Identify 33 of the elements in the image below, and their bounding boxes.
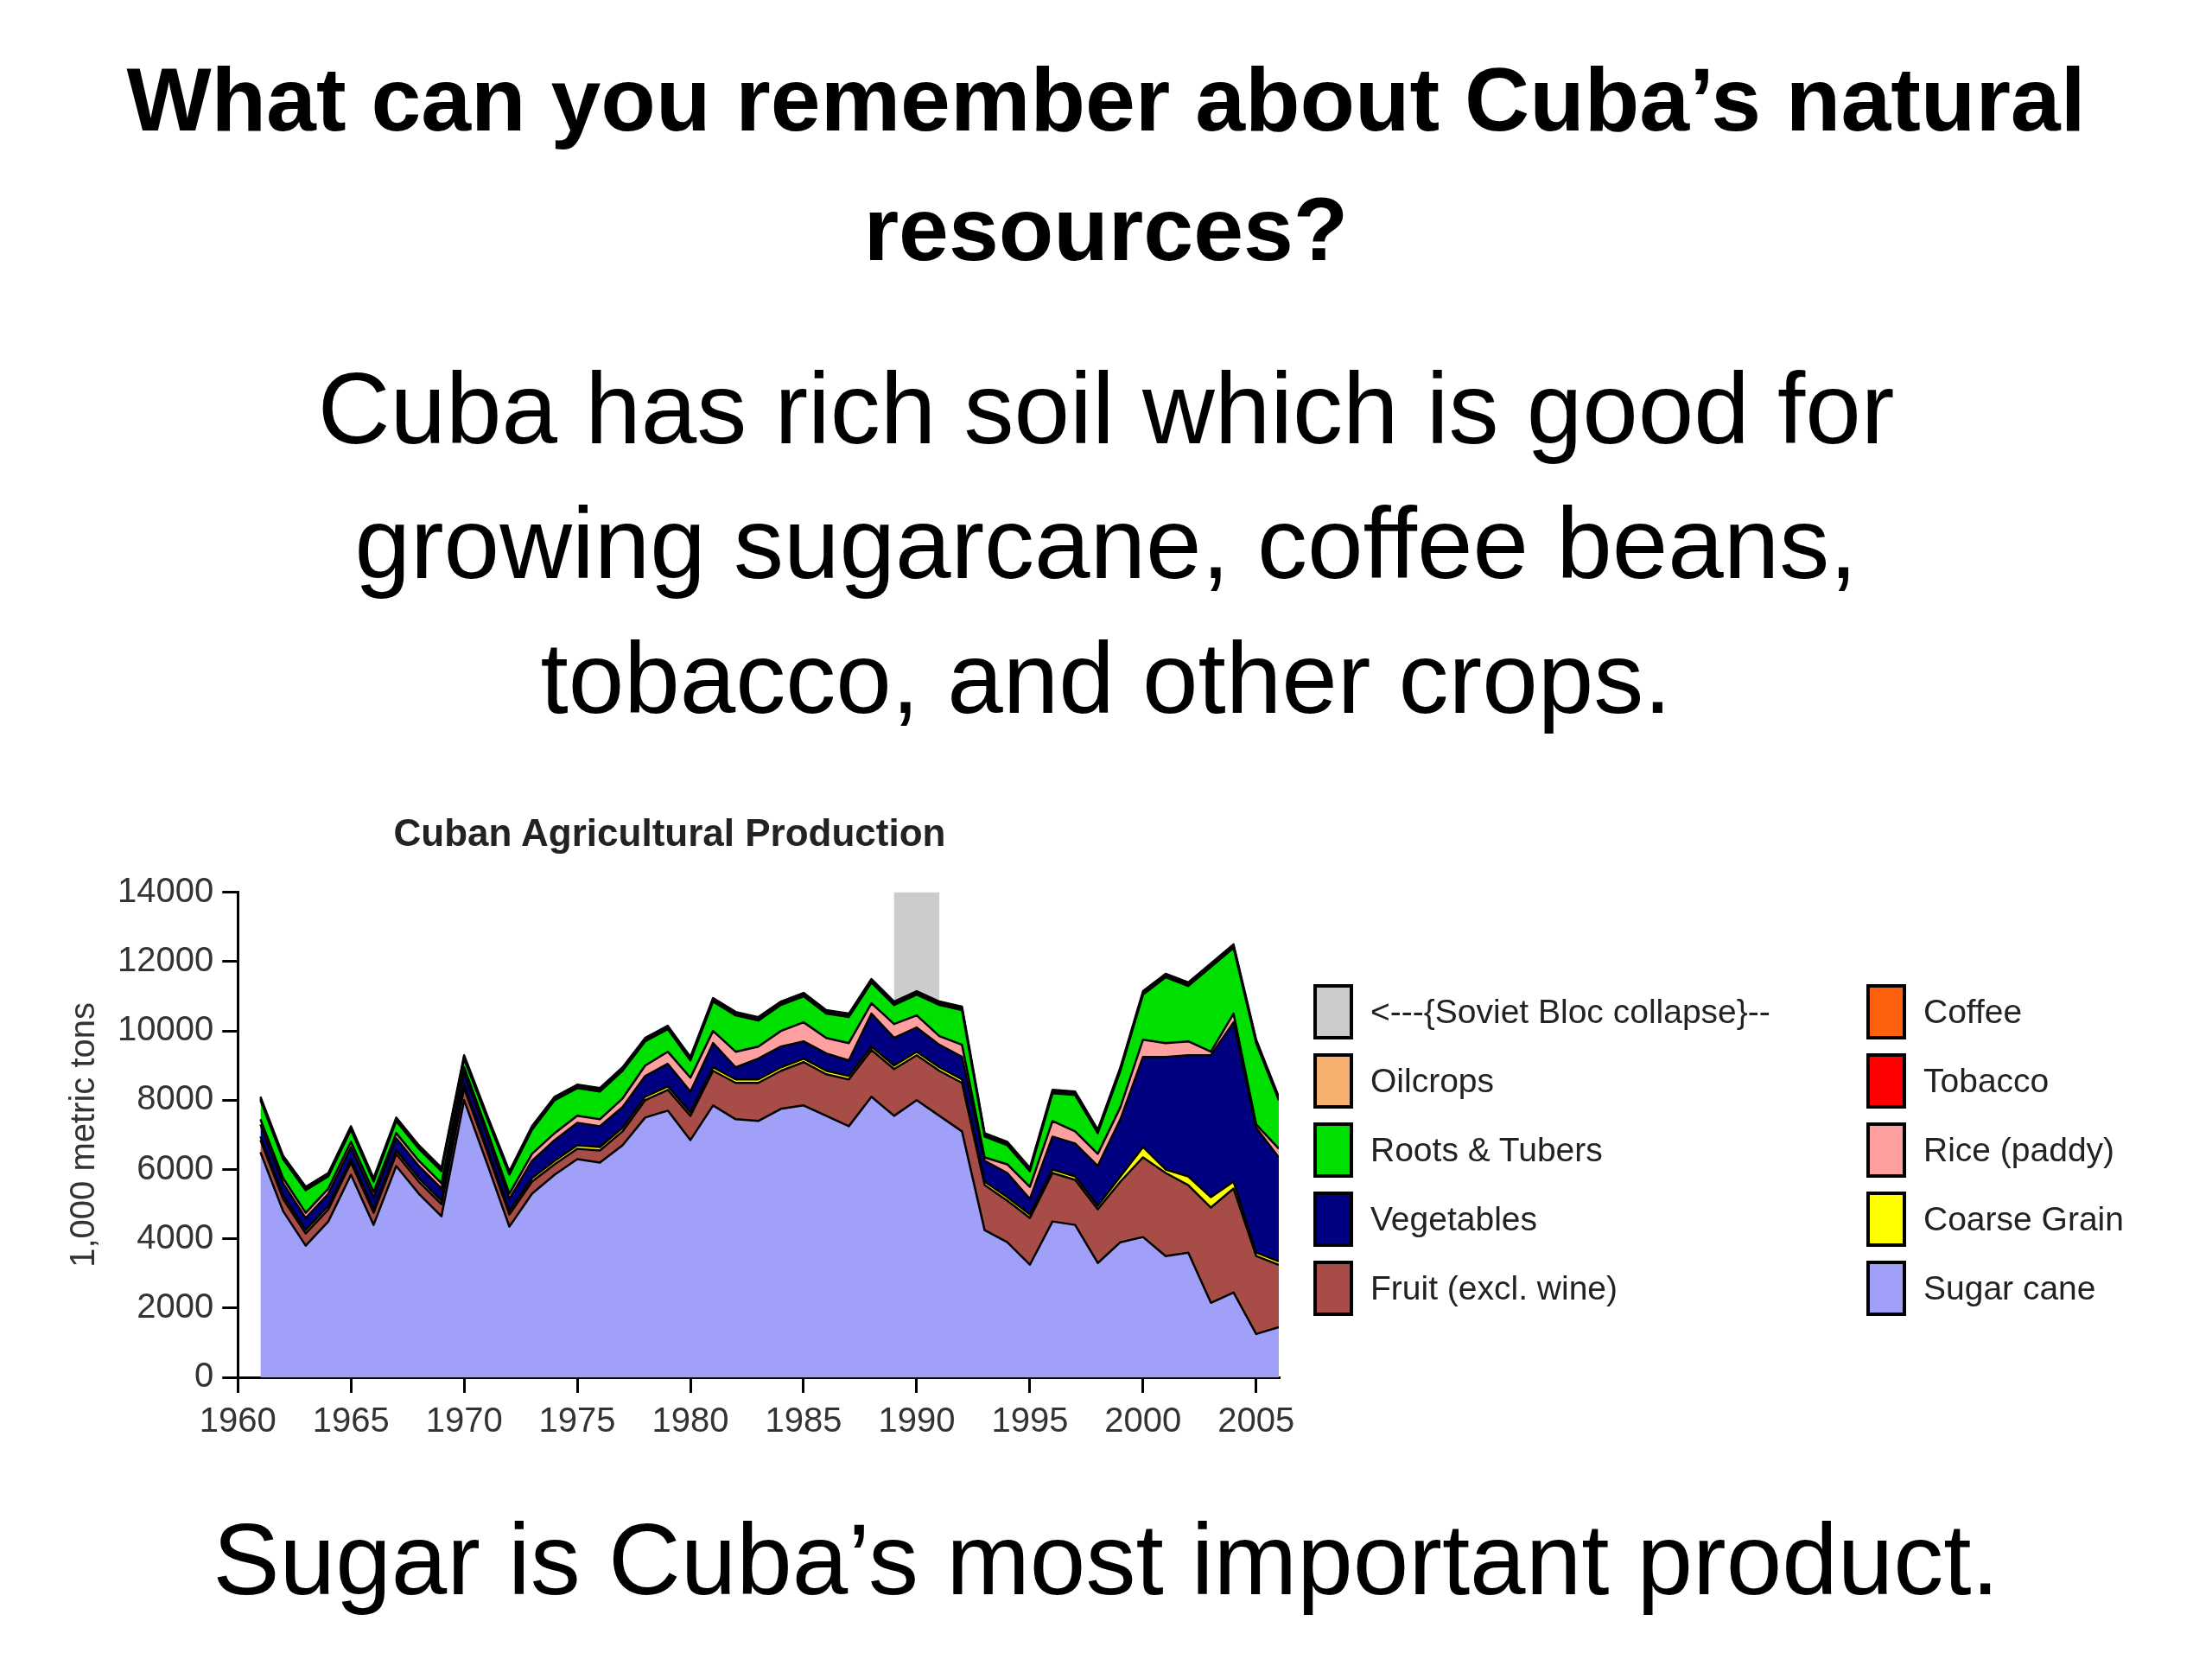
chart-title: Cuban Agricultural Production (393, 810, 946, 854)
y-tick-label: 8000 (137, 1078, 214, 1117)
x-tick-label: 1990 (878, 1401, 956, 1440)
legend-label: Rice (paddy) (1923, 1131, 2115, 1169)
legend-label: Coffee (1923, 993, 2023, 1031)
legend-label: Vegetables (1370, 1200, 1538, 1238)
text: <---{Soviet Bloc collapse}-- (1370, 993, 1770, 1031)
y-tick-label: 2000 (137, 1286, 214, 1325)
x-tick-label: 1960 (199, 1401, 276, 1440)
x-tick-label: 1980 (652, 1401, 729, 1440)
legend-label: Oilcrops (1370, 1062, 1495, 1100)
legend-label: Roots & Tubers (1370, 1131, 1603, 1169)
y-tick-label: 12000 (118, 940, 214, 978)
x-tick-label: 2005 (1217, 1401, 1295, 1440)
legend-label: Tobacco (1923, 1062, 2050, 1100)
y-tick-label: 6000 (137, 1147, 214, 1186)
y-tick-label: 10000 (118, 1009, 214, 1048)
x-tick-label: 1995 (991, 1401, 1069, 1440)
y-tick-label: 4000 (137, 1217, 214, 1255)
text: What can you remember about Cuba’s natural resources? (125, 48, 2087, 281)
text: Cuba has rich soil which is good for growing sugarcane, coffee beans, tobacco, and other crops. (316, 352, 1896, 736)
text: Sugar is Cuba’s most important product. (212, 1503, 2000, 1618)
x-tick-label: 1965 (312, 1401, 390, 1440)
x-tick-label: 1985 (765, 1401, 842, 1440)
legend-label: Sugar cane (1923, 1269, 2096, 1307)
x-tick-label: 1970 (425, 1401, 503, 1440)
x-tick-label: 1975 (538, 1401, 616, 1440)
y-axis-title: 1,000 metric tons (63, 1001, 102, 1268)
y-tick-label: 0 (194, 1356, 214, 1395)
legend-label: Fruit (excl. wine) (1370, 1269, 1618, 1307)
y-tick-label: 14000 (118, 870, 214, 909)
legend-label: Coarse Grain (1923, 1200, 2124, 1238)
x-tick-label: 2000 (1104, 1401, 1182, 1440)
